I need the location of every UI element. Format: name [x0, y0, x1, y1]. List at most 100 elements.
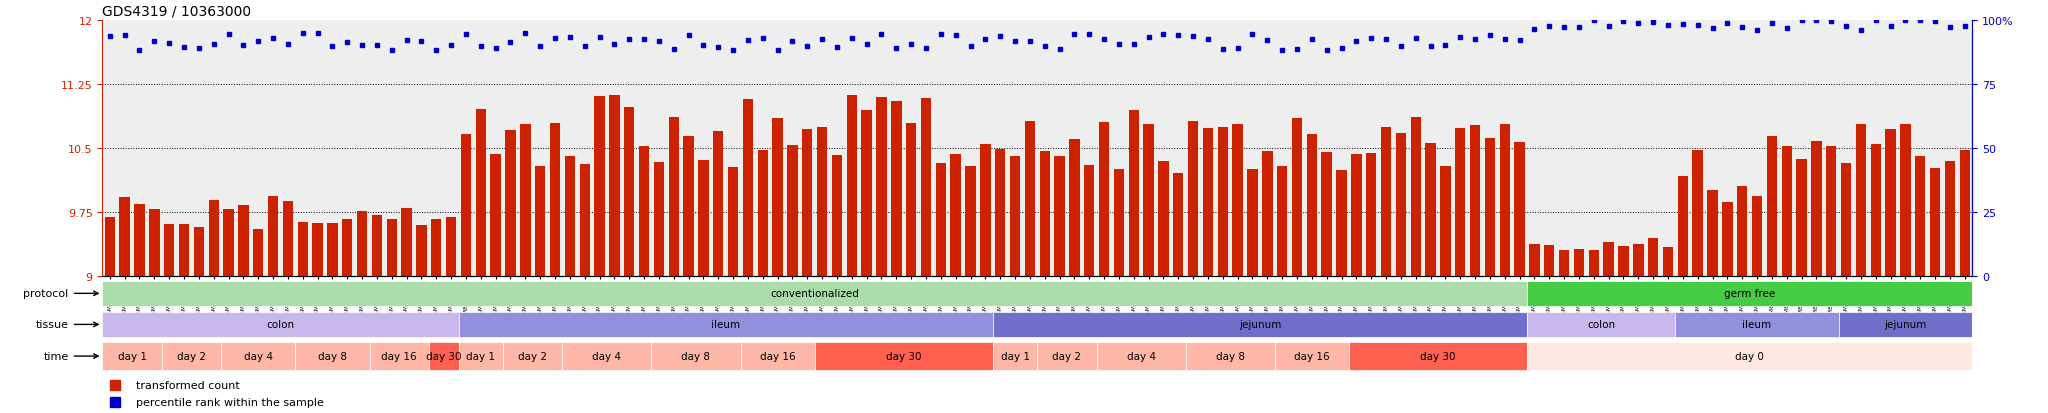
Bar — [373, 215, 383, 277]
Bar — [1055, 156, 1065, 277]
Bar — [401, 209, 412, 277]
Bar — [369, 342, 428, 370]
Bar — [313, 223, 324, 277]
Bar — [1796, 160, 1806, 277]
Bar — [1100, 123, 1110, 277]
Text: day 16: day 16 — [381, 351, 418, 361]
Text: day 0: day 0 — [1735, 351, 1763, 361]
Bar — [950, 155, 961, 277]
Bar — [428, 342, 459, 370]
Bar — [1186, 342, 1274, 370]
Text: day 30: day 30 — [1419, 351, 1456, 361]
Bar — [1247, 170, 1257, 277]
Bar — [803, 130, 813, 277]
Bar — [758, 150, 768, 277]
Bar — [1528, 281, 1972, 306]
Bar — [1262, 151, 1272, 277]
Bar — [162, 342, 221, 370]
Text: day 4: day 4 — [244, 351, 272, 361]
Bar — [1274, 342, 1350, 370]
Bar — [727, 167, 737, 277]
Bar — [922, 99, 932, 277]
Bar — [1544, 245, 1554, 277]
Text: time: time — [43, 351, 98, 361]
Bar — [164, 224, 174, 277]
Bar — [1632, 244, 1645, 277]
Bar — [993, 342, 1036, 370]
Bar — [1929, 168, 1939, 277]
Bar — [135, 205, 145, 277]
Bar — [905, 124, 915, 277]
Text: day 16: day 16 — [1294, 351, 1329, 361]
Bar — [817, 128, 827, 277]
Bar — [475, 110, 485, 277]
Bar — [209, 200, 219, 277]
Bar — [1337, 170, 1348, 277]
Bar — [1841, 164, 1851, 277]
Bar — [1380, 128, 1391, 277]
Bar — [1692, 150, 1702, 277]
Bar — [489, 155, 502, 277]
Bar — [1675, 312, 1839, 337]
Bar — [741, 342, 815, 370]
Bar — [651, 342, 741, 370]
Text: jejunum: jejunum — [1239, 320, 1282, 330]
Bar — [772, 119, 782, 277]
Bar — [1499, 125, 1509, 277]
Bar — [178, 224, 188, 277]
Text: day 8: day 8 — [1217, 351, 1245, 361]
Bar — [1010, 157, 1020, 277]
Text: day 4: day 4 — [1126, 351, 1155, 361]
Bar — [1440, 166, 1450, 277]
Text: day 30: day 30 — [426, 351, 461, 361]
Bar — [1782, 146, 1792, 277]
Bar — [1737, 186, 1747, 277]
Bar — [1960, 151, 1970, 277]
Bar — [668, 117, 680, 277]
Bar — [1292, 119, 1303, 277]
Text: conventionalized: conventionalized — [770, 289, 860, 299]
Bar — [965, 166, 975, 277]
Bar — [1159, 161, 1169, 277]
Bar — [535, 166, 545, 277]
Text: jejunum: jejunum — [1884, 320, 1927, 330]
Text: day 2: day 2 — [1053, 351, 1081, 361]
Bar — [238, 206, 248, 277]
Bar — [1454, 128, 1466, 277]
Bar — [549, 123, 561, 277]
Bar — [342, 219, 352, 277]
Bar — [815, 342, 993, 370]
Bar — [506, 131, 516, 277]
Bar — [639, 147, 649, 277]
Bar — [1663, 248, 1673, 277]
Bar — [743, 100, 754, 277]
Bar — [102, 281, 1528, 306]
Bar — [936, 163, 946, 277]
Bar — [416, 225, 426, 277]
Bar — [995, 150, 1006, 277]
Bar — [295, 342, 369, 370]
Bar — [461, 135, 471, 277]
Bar — [1202, 129, 1212, 277]
Bar — [1528, 312, 1675, 337]
Bar — [993, 312, 1528, 337]
Bar — [459, 342, 504, 370]
Bar — [221, 342, 295, 370]
Bar — [684, 136, 694, 277]
Text: colon: colon — [266, 320, 295, 330]
Bar — [1855, 125, 1866, 277]
Bar — [520, 124, 530, 277]
Bar — [119, 197, 129, 277]
Bar — [1366, 154, 1376, 277]
Bar — [625, 108, 635, 277]
Bar — [356, 212, 367, 277]
Bar — [877, 98, 887, 277]
Bar — [1618, 247, 1628, 277]
Bar — [580, 165, 590, 277]
Bar — [1395, 133, 1407, 277]
Bar — [1722, 202, 1733, 277]
Bar — [459, 312, 993, 337]
Text: percentile rank within the sample: percentile rank within the sample — [135, 397, 324, 407]
Bar — [1513, 142, 1526, 277]
Bar — [1915, 157, 1925, 277]
